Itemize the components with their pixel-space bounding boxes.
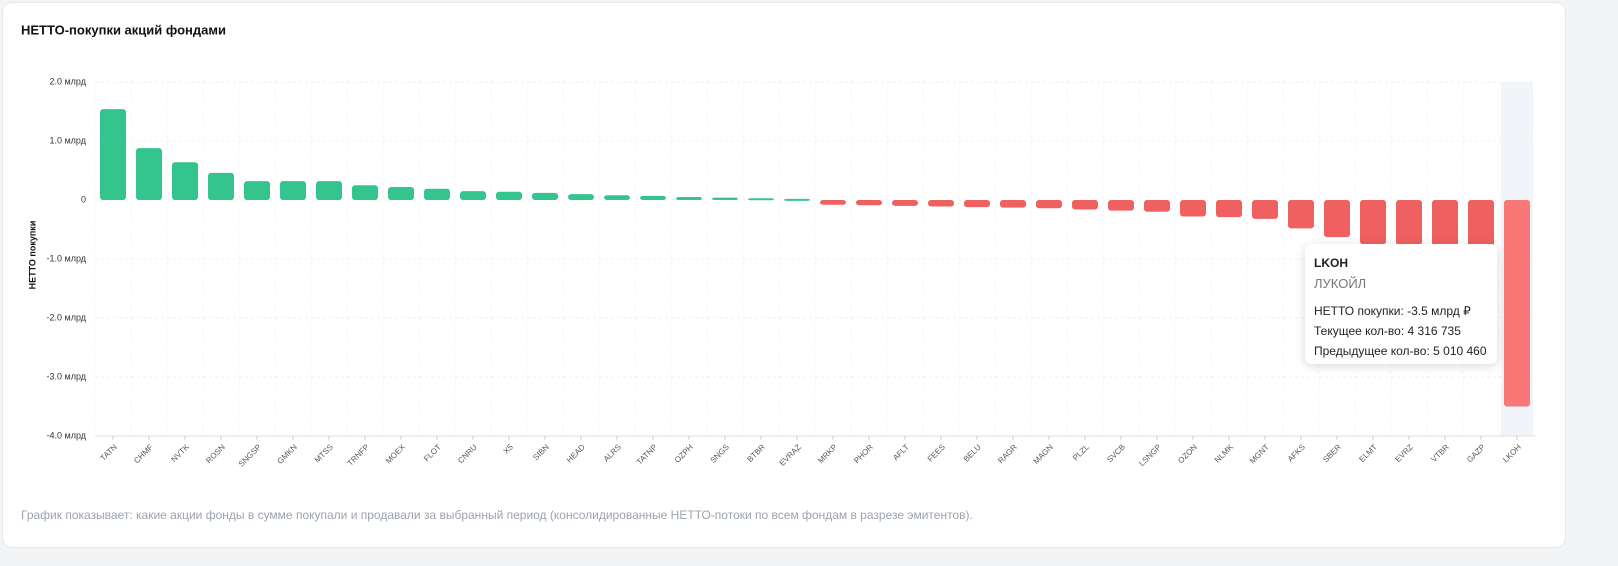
tooltip-line: Текущее кол-во: 4 316 735 [1314, 324, 1461, 338]
bar [784, 198, 810, 201]
footnote: График показывает: какие акции фонды в с… [21, 508, 973, 522]
x-tick-label: EVRAZ [778, 442, 803, 467]
x-tick-label: HEAD [565, 442, 587, 464]
x-tick-label: PHOR [852, 442, 875, 465]
bar [532, 192, 558, 200]
x-tick-label: OZPH [673, 442, 695, 464]
bar [640, 195, 666, 200]
tooltip-line: Предыдущее кол-во: 5 010 460 [1314, 344, 1487, 358]
x-tick-label: LSNGP [1137, 443, 1163, 469]
bar [676, 197, 702, 200]
bar [1504, 200, 1530, 407]
x-tick-label: SBER [1321, 442, 1343, 464]
tooltip-subtitle: ЛУКОЙЛ [1314, 276, 1367, 291]
bar [280, 181, 306, 200]
tooltip-title: LKOH [1314, 256, 1348, 270]
x-tick-label: BTBR [745, 442, 767, 464]
bar [1252, 200, 1278, 219]
bar [1468, 200, 1494, 248]
bar [1000, 200, 1026, 208]
y-tick-label: -4.0 млрд [47, 430, 87, 440]
x-tick-label: MTSS [313, 443, 335, 465]
x-tick-label: SNGSP [237, 443, 263, 469]
x-tick-label: SNGS [709, 443, 731, 465]
y-tick-label: 2.0 млрд [49, 76, 86, 86]
x-tick-label: VTBR [1429, 442, 1451, 464]
x-tick-label: BELU [962, 442, 983, 463]
tooltip-line: НЕТТО покупки: -3.5 млрд ₽ [1314, 304, 1471, 318]
x-tick-label: MGNT [1248, 442, 1271, 465]
bar [388, 187, 414, 200]
bar [1108, 200, 1134, 211]
bar [712, 197, 738, 200]
x-tick-label: RAGR [996, 442, 1019, 465]
y-tick-label: -2.0 млрд [47, 312, 87, 322]
x-tick-label: CNRU [456, 442, 479, 465]
y-tick-label: -3.0 млрд [47, 371, 87, 381]
bar [424, 188, 450, 200]
x-tick-label: GMKN [276, 442, 299, 465]
x-tick-label: SVCB [1105, 443, 1127, 465]
x-tick-label: ALRS [602, 443, 623, 464]
x-tick-label: MAGN [1032, 442, 1055, 465]
bar [352, 185, 378, 200]
x-tick-label: MOEX [384, 442, 407, 465]
bar [1324, 200, 1350, 238]
bar [1216, 200, 1242, 218]
bar [136, 148, 162, 200]
bar [1144, 200, 1170, 212]
bar [1288, 200, 1314, 229]
bar [964, 200, 990, 208]
bar [460, 191, 486, 200]
x-tick-label: FEES [926, 443, 947, 464]
x-tick-label: GAZP [1465, 443, 1487, 465]
x-tick-label: LKOH [1501, 442, 1523, 464]
x-tick-label: FLOT [422, 442, 443, 463]
bar [172, 162, 198, 200]
bar [496, 191, 522, 200]
bar [316, 181, 342, 200]
x-tick-label: X5 [502, 442, 516, 456]
x-tick-label: PLZL [1071, 442, 1091, 462]
bar [1036, 200, 1062, 209]
x-tick-label: NVTK [169, 442, 191, 464]
x-tick-label: ELMT [1357, 442, 1379, 464]
x-tick-label: AFKS [1286, 443, 1307, 464]
x-tick-label: TATNP [635, 443, 659, 467]
x-tick-label: TRNFP [346, 443, 371, 468]
x-tick-label: OZON [1176, 442, 1199, 465]
x-tick-label: NLMK [1213, 442, 1236, 465]
bar [1360, 200, 1386, 245]
bar [820, 200, 846, 205]
bar [928, 200, 954, 207]
x-tick-label: SIBN [531, 442, 551, 462]
y-tick-label: -1.0 млрд [47, 253, 87, 263]
tooltip: LKOH ЛУКОЙЛ НЕТТО покупки: -3.5 млрд ₽ Те… [1305, 244, 1497, 364]
x-tick-label: TATN [99, 442, 119, 462]
bar [1396, 200, 1422, 245]
bar [208, 172, 234, 200]
bar [892, 200, 918, 206]
chart-title: НЕТТО-покупки акций фондами [21, 22, 226, 37]
tooltip-lines: НЕТТО покупки: -3.5 млрд ₽ Текущее кол-во… [1314, 301, 1488, 361]
bar [568, 194, 594, 200]
bar [100, 109, 126, 200]
y-tick-label: 1.0 млрд [49, 135, 86, 145]
x-tick-label: CHMF [132, 442, 155, 465]
bar [1432, 200, 1458, 247]
bar [748, 198, 774, 201]
x-tick-label: EVRZ [1393, 442, 1415, 464]
x-tick-label: AFLT [891, 442, 911, 462]
bar [1072, 200, 1098, 210]
bar [856, 200, 882, 206]
bar [604, 195, 630, 200]
y-tick-label: 0 [81, 194, 86, 204]
x-tick-label: ROSN [204, 442, 227, 465]
bar [1180, 200, 1206, 217]
bar [244, 181, 270, 200]
y-axis-label: НЕТТО покупки [27, 221, 37, 290]
x-tick-label: MRKP [816, 443, 839, 466]
